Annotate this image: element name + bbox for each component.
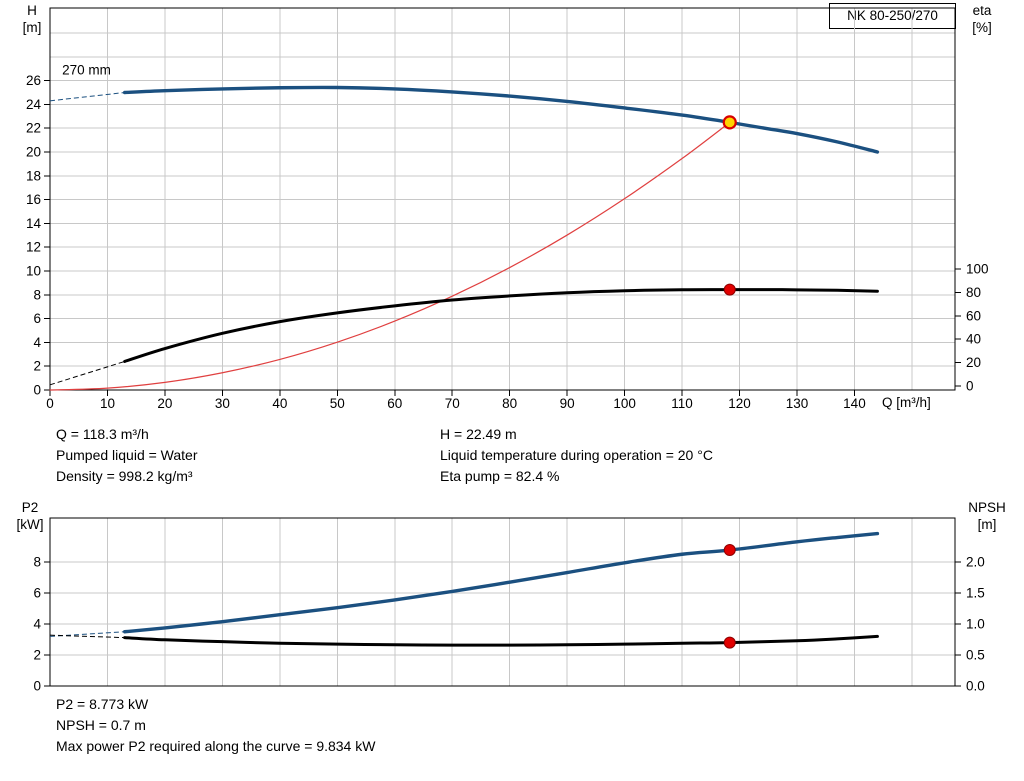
readout-eta-pump: Eta pump = 82.4 % (440, 468, 560, 484)
y-left-tick-label: 6 (33, 586, 41, 601)
y-right-tick-label: 0.0 (966, 679, 985, 694)
npsh-curve (123, 634, 879, 647)
h-axis-unit: [m] (22, 20, 42, 35)
y-left-tick-label: 0 (33, 383, 41, 398)
npsh-curve-lead (49, 634, 125, 639)
readout-pumped-liquid: Pumped liquid = Water (56, 447, 198, 463)
readout-h: H = 22.49 m (440, 426, 517, 442)
x-tick-label: 10 (100, 396, 115, 411)
readout-block-bottom: P2 = 8.773 kW NPSH = 0.7 m Max power P2 … (56, 694, 375, 757)
y-left-tick-label: 24 (26, 97, 42, 112)
y-left-tick-label: 2 (33, 648, 41, 663)
x-tick-label: 110 (671, 396, 693, 411)
x-tick-label: 80 (502, 396, 517, 411)
h-axis-label: H (27, 3, 37, 18)
pump-curve-270mm (122, 85, 880, 154)
y-right-tick-label: 100 (966, 262, 989, 277)
y-left-tick-label: 2 (33, 359, 41, 374)
readout-block-right: H = 22.49 m Liquid temperature during op… (440, 424, 713, 487)
system-curve (49, 121, 731, 391)
eta-curve (123, 288, 879, 363)
y-left-tick-label: 8 (33, 287, 41, 302)
pump-model-badge: NK 80-250/270 (829, 3, 956, 29)
x-tick-label: 140 (843, 396, 866, 411)
y-left-tick-label: 12 (26, 240, 41, 255)
x-tick-label: 60 (387, 396, 402, 411)
y-right-tick-label: 1.5 (966, 586, 985, 601)
y-left-tick-label: 8 (33, 555, 41, 570)
readout-npsh: NPSH = 0.7 m (56, 717, 146, 733)
readout-temperature: Liquid temperature during operation = 20… (440, 447, 713, 463)
y-right-tick-label: 20 (966, 355, 981, 370)
npsh-axis-unit: [m] (977, 517, 997, 532)
y-left-tick-label: 26 (26, 73, 41, 88)
x-tick-label: 100 (613, 396, 636, 411)
readout-max-power: Max power P2 required along the curve = … (56, 738, 376, 754)
pump-curve-270mm-lead (49, 92, 125, 102)
y-left-tick-label: 10 (26, 264, 41, 279)
readout-block-left: Q = 118.3 m³/h Pumped liquid = Water Den… (56, 424, 198, 487)
readout-density: Density = 998.2 kg/m³ (56, 468, 193, 484)
p2-point (723, 544, 736, 557)
eta-curve-lead (49, 360, 125, 386)
x-axis-title: Q [m³/h] (882, 395, 931, 410)
npsh-point (723, 636, 736, 649)
eta-axis-label: eta (972, 3, 992, 18)
y-left-tick-label: 20 (26, 145, 41, 160)
readout-p2: P2 = 8.773 kW (56, 696, 149, 712)
y-right-tick-label: 2.0 (966, 555, 985, 570)
p2-npsh-chart: 0 2 4 6 8 0.0 0.5 1.0 1.5 2.0 (33, 517, 985, 694)
x-tick-label: 0 (46, 396, 54, 411)
y-right-tick-label: 40 (966, 332, 981, 347)
p2-axis-label: P2 (21, 500, 39, 515)
x-tick-label: 90 (560, 396, 575, 411)
y-right-tick-label: 1.0 (966, 617, 985, 632)
y-left-tick-label: 6 (33, 311, 41, 326)
y-left-tick-label: 4 (33, 335, 41, 350)
y-left-tick-label: 0 (33, 679, 41, 694)
p2-curve (122, 531, 880, 634)
x-tick-label: 30 (215, 396, 230, 411)
x-tick-label: 130 (786, 396, 809, 411)
y-left-tick-label: 4 (33, 617, 41, 632)
x-tick-label: 20 (157, 396, 172, 411)
x-tick-label: 120 (728, 396, 751, 411)
curve-annotation: 270 mm (62, 63, 111, 78)
x-tick-label: 50 (330, 396, 345, 411)
npsh-axis-label: NPSH (968, 500, 1006, 515)
eta-axis-unit: [%] (972, 20, 992, 35)
y-left-tick-label: 22 (26, 121, 41, 136)
y-right-tick-label: 60 (966, 308, 981, 323)
y-right-tick-label: 80 (966, 285, 981, 300)
y-left-tick-label: 14 (26, 216, 42, 231)
readout-q: Q = 118.3 m³/h (56, 426, 149, 442)
duty-point (722, 115, 737, 130)
y-left-tick-label: 16 (26, 192, 41, 207)
x-tick-label: 40 (272, 396, 287, 411)
y-left-tick-label: 18 (26, 168, 41, 183)
x-tick-label: 70 (445, 396, 460, 411)
y-right-tick-label: 0.5 (966, 648, 985, 663)
p2-axis-unit: [kW] (16, 517, 44, 532)
y-right-tick-label: 0 (966, 379, 974, 394)
eta-point (723, 283, 736, 296)
